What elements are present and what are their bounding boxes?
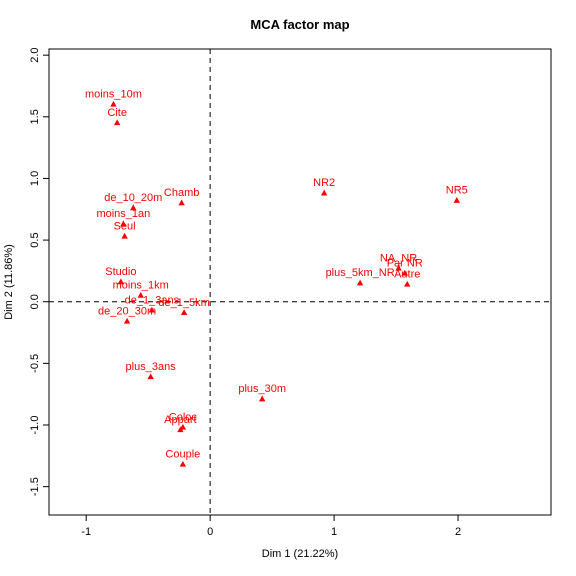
plot-frame <box>48 48 552 516</box>
x-tick-label: -1 <box>81 526 91 538</box>
point-marker <box>113 119 121 126</box>
point-label: de_10_20m <box>104 192 162 204</box>
y-tick-label: 1.0 <box>29 171 41 186</box>
point-label: Chamb <box>164 187 199 199</box>
x-tick-label: 2 <box>455 526 461 538</box>
y-axis: -1.5 -1.0 -0.5 0.0 0.5 1.0 1.5 2.0 <box>29 48 49 496</box>
point-marker <box>148 306 156 313</box>
y-tick-label: 0.5 <box>29 232 41 247</box>
point-label: de_1_3ans <box>125 294 180 306</box>
point-marker <box>110 100 117 107</box>
point-marker <box>401 269 408 276</box>
point-marker <box>137 291 144 298</box>
point-label: Coloc <box>169 411 198 423</box>
point-marker <box>404 280 411 287</box>
category-point: de_1_3ans <box>125 294 180 313</box>
category-point: moins_1km <box>113 280 169 298</box>
point-marker <box>120 220 127 227</box>
point-marker <box>320 189 328 196</box>
category-point: Couple <box>165 448 200 467</box>
category-point: NA_NR <box>380 252 417 271</box>
point-label: plus_5km_NR <box>326 267 395 279</box>
x-axis-label: Dim 1 (21.22%) <box>262 548 338 560</box>
point-label: moins_1an <box>96 208 150 220</box>
point-label: Seul <box>114 220 136 232</box>
point-marker <box>453 197 460 203</box>
category-point: de_10_20m <box>104 192 162 211</box>
chart-title: MCA factor map <box>250 17 349 32</box>
point-marker <box>356 279 364 286</box>
category-point: NR5 <box>446 185 468 203</box>
point-marker <box>123 317 131 324</box>
point-label: Appart <box>164 414 196 426</box>
category-point: plus_30m <box>238 383 286 402</box>
category-point: Par NR <box>387 257 423 276</box>
x-tick-label: 0 <box>207 526 213 538</box>
y-tick-label: 1.5 <box>29 109 41 124</box>
category-point: Seul <box>114 220 136 239</box>
point-label: Par NR <box>387 257 423 269</box>
point-marker <box>147 373 154 380</box>
y-axis-label: Dim 2 (11.86%) <box>3 244 15 320</box>
point-label: moins_10m <box>85 88 142 100</box>
point-marker <box>130 204 137 211</box>
category-point: moins_10m <box>85 88 142 107</box>
point-label: NR5 <box>446 185 468 197</box>
point-label: plus_30m <box>238 383 286 395</box>
category-point: moins_1an <box>96 208 150 227</box>
point-label: Studio <box>105 266 136 278</box>
y-tick-label: -1.5 <box>29 477 41 496</box>
category-point: plus_5km_NR <box>326 267 395 286</box>
y-tick-label: -1.0 <box>29 416 41 435</box>
point-label: Cite <box>107 107 127 119</box>
y-tick-label: 2.0 <box>29 48 41 63</box>
point-label: moins_1km <box>113 280 169 292</box>
point-marker <box>180 309 188 316</box>
category-point: Appart <box>164 414 197 433</box>
point-marker <box>179 460 187 467</box>
point-label: Autre <box>394 268 420 280</box>
category-point: NR2 <box>313 177 335 196</box>
point-marker <box>258 395 266 402</box>
category-point: Cite <box>107 107 127 126</box>
category-point: plus_3ans <box>126 361 177 380</box>
point-label: NA_NR <box>380 252 417 264</box>
y-tick-label: -0.5 <box>29 354 41 373</box>
point-label: Couple <box>165 448 200 460</box>
point-marker <box>121 232 128 239</box>
category-point: de_1_5km <box>158 297 210 316</box>
category-point: Autre <box>394 268 420 287</box>
category-point: Chamb <box>164 187 199 206</box>
point-marker <box>177 426 184 433</box>
point-label: NR2 <box>313 177 335 189</box>
y-tick-label: 0.0 <box>29 294 41 309</box>
x-tick-label: 1 <box>331 526 337 538</box>
x-axis: -1 0 1 2 <box>81 515 461 538</box>
point-label: de_1_5km <box>158 297 209 309</box>
category-point: de_20_30m <box>98 305 156 324</box>
point-marker <box>395 264 402 271</box>
point-marker <box>178 199 185 206</box>
category-point: Studio <box>105 266 136 285</box>
point-label: de_20_30m <box>98 305 156 317</box>
point-label: plus_3ans <box>126 361 177 373</box>
point-marker <box>117 278 125 285</box>
